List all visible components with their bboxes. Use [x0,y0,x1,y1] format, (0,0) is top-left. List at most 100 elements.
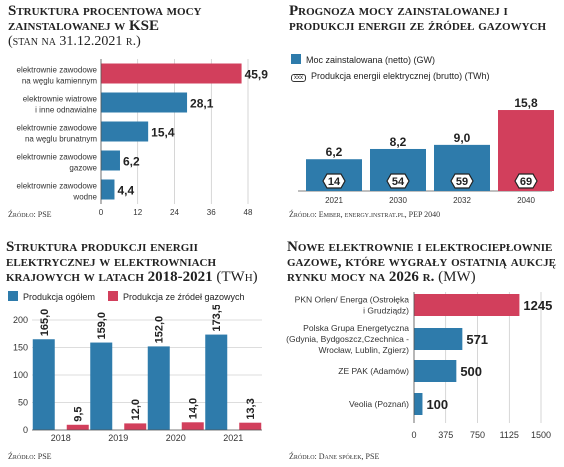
x-tick-label: 2020 [166,433,186,443]
bar-value-label: 159,0 [96,312,108,340]
legend-swatch-total [8,291,18,301]
bar [414,360,457,382]
production-badge [514,173,538,189]
category-label: elektrownie zawodowe na węglu brunatnym [17,124,98,144]
bar-value-label: 4,4 [117,184,134,198]
legend-badge-sample: xxx [291,74,306,82]
panel3-legend-total: Produkcja ogółem [8,291,95,302]
bar-value-label: 8,2 [390,135,407,149]
x-tick-label: 2021 [325,196,343,205]
panel3-source: Źródło: PSE [8,452,52,461]
panel-installed-capacity-structure: Struktura procentowa mocy zainstalowanej… [8,4,268,50]
legend-swatch-gas [108,291,118,301]
x-tick-label: 48 [244,208,253,215]
bar [32,339,55,430]
panel-forecast: Prognoza mocy zainstalowanej i produkcji… [289,4,559,34]
bar-value-label: 12,0 [130,399,142,420]
bar [414,393,423,415]
x-tick-label: 2032 [453,196,471,205]
category-label: elektrownie zawodowe wodne [17,182,98,202]
panel3-title: Struktura produkcji energii elektrycznej… [6,239,217,285]
bar [66,424,89,430]
chart-installed-capacity: 0 12 24 36 48 45,9 elektrownie zawodowe na węgl… [17,59,269,215]
bar-value-label: 571 [466,332,488,347]
bar [414,328,463,350]
bar-value-label: 1245 [523,298,552,313]
panel2-legend-badges: xxx Produkcja energii elektrycznej (brutt… [291,71,490,82]
legend-label-production: Produkcja energii elektrycznej (brutto) … [311,71,490,81]
bar-value-label: 100 [426,397,448,412]
bar-value-label: 173,5 [211,305,223,332]
bar-value-label: 6,2 [326,145,343,159]
production-value-label: 59 [456,176,468,188]
panel1-subtitle: (stan na 31.12.2021 r.) [8,34,141,49]
x-tick-label: 2040 [517,196,535,205]
bar-value-label: 152,0 [154,316,166,344]
legend-swatch-capacity [291,54,301,64]
production-badge [386,173,410,189]
category-label: elektrownie wiatrowe i inne odnawialne [23,95,98,115]
panel-new-plants: Nowe elektrownie i elektrociepłownie gaz… [287,240,559,285]
panel-production-structure: Struktura produkcji energii elektrycznej… [6,240,276,285]
panel2-source: Źródło: Ember, energy.instrat.pl, PEP 20… [289,210,441,219]
legend-label-total: Produkcja ogółem [23,292,96,302]
legend-label-gas: Produkcja ze źródeł gazowych [123,292,245,302]
x-tick-label: 2019 [108,433,128,443]
category-label: ZE PAK (Adamów) [338,366,409,376]
y-tick-label: 50 [18,398,28,408]
bar [205,334,228,430]
panel2-title: Prognoza mocy zainstalowanej i produkcji… [289,3,547,34]
production-badge [450,173,474,189]
x-tick-label: 24 [170,208,179,215]
panel4-title: Nowe elektrownie i elektrociepłownie gaz… [287,239,556,285]
category-label: PKN Orlen/ Energa (Ostrołęka i Grudziądz) [295,295,410,316]
chart-production: 0 50 100 150 200 165,0 9,5 2018 159,0 12,0 2019 152… [13,305,262,443]
panel1-title: Struktura procentowa mocy zainstalowanej… [8,3,202,34]
x-tick-label: 0 [411,430,416,440]
bar [239,422,262,430]
x-tick-label: 2030 [389,196,407,205]
y-tick-label: 200 [13,315,28,325]
panel4-title-unit: (MW) [438,269,476,285]
category-label: elektrownie zawodowe gazowe [17,153,98,173]
bar [101,179,115,200]
bar [181,422,204,430]
panel4-source: Źródło: Dane spółek, PSE [289,452,380,461]
bar-value-label: 165,0 [39,309,51,337]
y-tick-label: 0 [23,425,28,435]
y-tick-label: 100 [13,370,28,380]
bar-value-label: 13,3 [245,398,257,419]
x-tick-label: 1125 [500,430,519,440]
bar [147,346,170,430]
x-tick-label: 0 [99,208,104,215]
chart-new-plants: 0 375 750 1125 1500 1245 PKN Orlen/ Energa (Os… [286,292,552,440]
x-tick-label: 750 [470,430,485,440]
bar [101,92,188,113]
panel3-legend-gas: Produkcja ze źródeł gazowych [108,291,245,302]
bar [101,121,149,142]
bar [101,150,120,171]
category-label: Polska Grupa Energetyczna (Gdynia, Bydgos… [286,323,409,355]
panel1-source: Źródło: PSE [8,210,52,219]
bar-value-label: 15,4 [151,126,175,140]
production-value-label: 14 [328,176,341,188]
x-tick-label: 12 [133,208,142,215]
bar-value-label: 45,9 [245,68,269,82]
x-tick-label: 2018 [51,433,71,443]
bar-value-label: 9,0 [454,131,471,145]
bar-value-label: 6,2 [123,155,140,169]
legend-label-capacity: Moc zainstalowana (netto) (GW) [306,55,436,65]
chart-forecast: 6,2 14 2021 8,2 54 2030 9,0 59 2032 15,8 69 2040 [298,96,554,205]
production-value-label: 54 [392,176,405,188]
y-tick-label: 150 [13,343,28,353]
x-tick-label: 375 [438,430,453,440]
bar [414,294,520,316]
x-tick-label: 2021 [223,433,243,443]
bar-value-label: 28,1 [190,97,214,111]
production-badge [322,173,346,189]
bar [90,342,113,430]
bar-value-label: 15,8 [514,96,538,110]
bar [124,423,147,430]
bar-value-label: 9,5 [73,406,85,421]
